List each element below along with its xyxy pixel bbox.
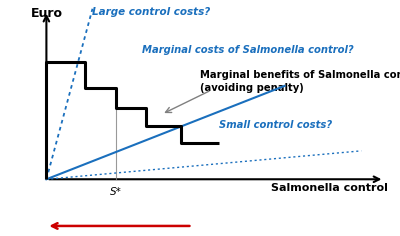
Text: S*: S* [110, 187, 122, 197]
Text: Salmonella control: Salmonella control [271, 183, 388, 193]
Text: Small control costs?: Small control costs? [219, 120, 332, 131]
Text: Large control costs?: Large control costs? [92, 7, 211, 17]
Text: Euro: Euro [31, 7, 63, 20]
Text: Marginal costs of Salmonella control?: Marginal costs of Salmonella control? [142, 45, 354, 55]
Text: Marginal benefits of Salmonella control
(avoiding penalty): Marginal benefits of Salmonella control … [200, 70, 400, 93]
